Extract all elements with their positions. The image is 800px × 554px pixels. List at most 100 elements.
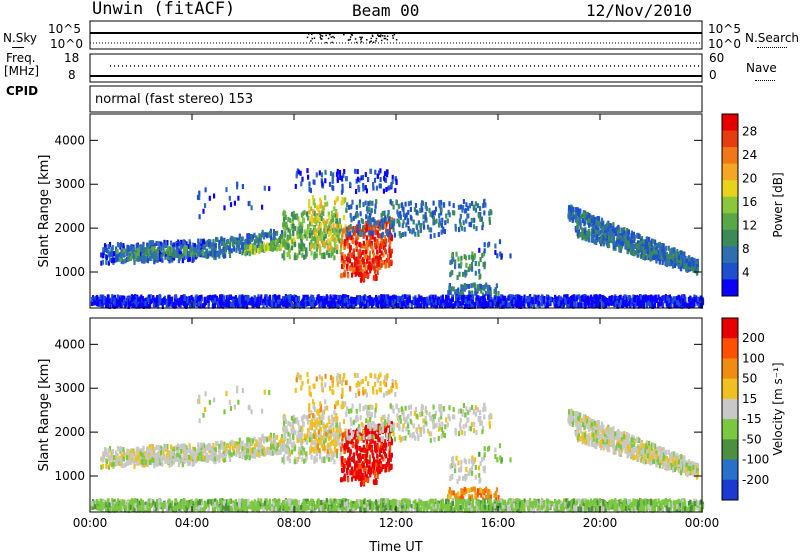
range-gate-cell — [193, 246, 196, 252]
range-gate-cell — [325, 298, 328, 304]
range-gate-cell — [657, 302, 660, 308]
range-gate-cell — [346, 236, 349, 242]
range-gate-cell — [396, 218, 399, 224]
range-gate-cell — [198, 190, 201, 196]
range-gate-cell — [297, 216, 300, 222]
range-gate-cell — [156, 255, 160, 261]
range-gate-cell — [460, 225, 464, 231]
range-gate-cell — [374, 240, 377, 246]
range-gate-cell — [611, 231, 614, 237]
nsky-dip-point — [355, 41, 358, 44]
range-gate-cell — [593, 216, 596, 222]
range-gate-cell — [372, 298, 375, 304]
range-gate-cell — [461, 207, 464, 213]
range-gate-cell — [368, 250, 372, 256]
nsky-dip-point — [354, 38, 357, 40]
range-gate-cell — [614, 242, 617, 248]
range-gate-cell — [648, 236, 651, 242]
range-gate-cell — [354, 240, 357, 246]
range-gate-cell — [631, 233, 634, 239]
range-gate-cell — [370, 265, 373, 271]
range-gate-cell — [398, 302, 401, 308]
range-gate-cell — [359, 265, 362, 271]
range-gate-cell — [351, 239, 355, 245]
nsky-dip-point — [347, 39, 350, 41]
range-gate-cell — [454, 226, 457, 232]
range-gate-cell — [358, 253, 361, 259]
range-gate-cell — [354, 225, 358, 231]
range-gate-cell — [459, 291, 462, 297]
range-gate-cell — [518, 297, 521, 303]
range-gate-cell — [122, 252, 125, 258]
range-gate-cell — [471, 266, 474, 272]
range-gate-cell — [317, 296, 320, 302]
range-gate-cell — [665, 262, 668, 268]
range-gate-cell — [298, 221, 301, 227]
range-gate-cell — [375, 185, 378, 191]
range-gate-cell — [281, 253, 284, 259]
range-gate-cell — [254, 301, 258, 307]
range-gate-cell — [206, 239, 209, 245]
range-gate-cell — [283, 231, 286, 237]
range-gate-cell — [300, 181, 303, 187]
range-gate-cell — [266, 300, 269, 306]
range-gate-cell — [652, 255, 656, 261]
nsky-dip-point — [333, 36, 335, 39]
range-gate-cell — [444, 220, 447, 226]
range-gate-cell — [366, 208, 369, 214]
range-gate-cell — [482, 203, 485, 209]
range-gate-cell — [186, 299, 189, 305]
range-gate-cell — [334, 212, 337, 218]
range-gate-cell — [664, 294, 667, 300]
range-gate-cell — [307, 223, 310, 229]
range-gate-cell — [346, 231, 349, 237]
range-gate-cell — [262, 298, 265, 304]
range-gate-cell — [434, 206, 438, 212]
range-gate-cell — [100, 252, 103, 258]
range-gate-cell — [343, 269, 346, 275]
range-gate-cell — [319, 234, 322, 240]
range-gate-cell — [368, 217, 371, 223]
range-gate-cell — [230, 302, 233, 307]
range-gate-cell — [181, 258, 184, 264]
range-gate-cell — [197, 296, 200, 302]
range-gate-cell — [333, 294, 337, 300]
range-gate-cell — [284, 242, 287, 248]
range-gate-cell — [450, 286, 453, 292]
range-gate-cell — [213, 297, 217, 303]
range-gate-cell — [494, 291, 497, 297]
range-gate-cell — [672, 247, 675, 253]
range-gate-cell — [677, 264, 680, 269]
range-gate-cell — [435, 218, 438, 224]
range-gate-cell — [303, 229, 306, 235]
range-gate-cell — [471, 290, 474, 296]
range-gate-cell — [575, 207, 578, 212]
range-gate-cell — [488, 285, 491, 290]
range-gate-cell — [380, 237, 383, 243]
range-gate-cell — [137, 303, 140, 309]
range-gate-cell — [156, 248, 159, 253]
range-gate-cell — [149, 256, 152, 261]
range-gate-cell — [485, 282, 488, 288]
range-gate-cell — [223, 205, 226, 211]
range-gate-cell — [335, 209, 338, 214]
range-gate-cell — [373, 226, 377, 232]
range-gate-cell — [475, 295, 479, 301]
range-gate-cell — [673, 250, 676, 256]
range-gate-cell — [335, 237, 338, 243]
range-gate-cell — [230, 248, 233, 254]
range-gate-cell — [522, 301, 525, 307]
range-gate-cell — [324, 233, 327, 239]
range-gate-cell — [338, 227, 341, 233]
range-gate-cell — [616, 230, 620, 236]
range-gate-cell — [309, 216, 312, 221]
range-gate-cell — [343, 259, 346, 265]
nsky-dip-point — [375, 40, 377, 42]
range-gate-cell — [433, 233, 436, 238]
range-gate-cell — [648, 241, 651, 247]
range-gate-cell — [429, 233, 432, 239]
range-gate-cell — [125, 248, 128, 254]
range-gate-cell — [436, 300, 439, 306]
range-gate-cell — [477, 261, 480, 267]
range-gate-cell — [193, 301, 196, 307]
